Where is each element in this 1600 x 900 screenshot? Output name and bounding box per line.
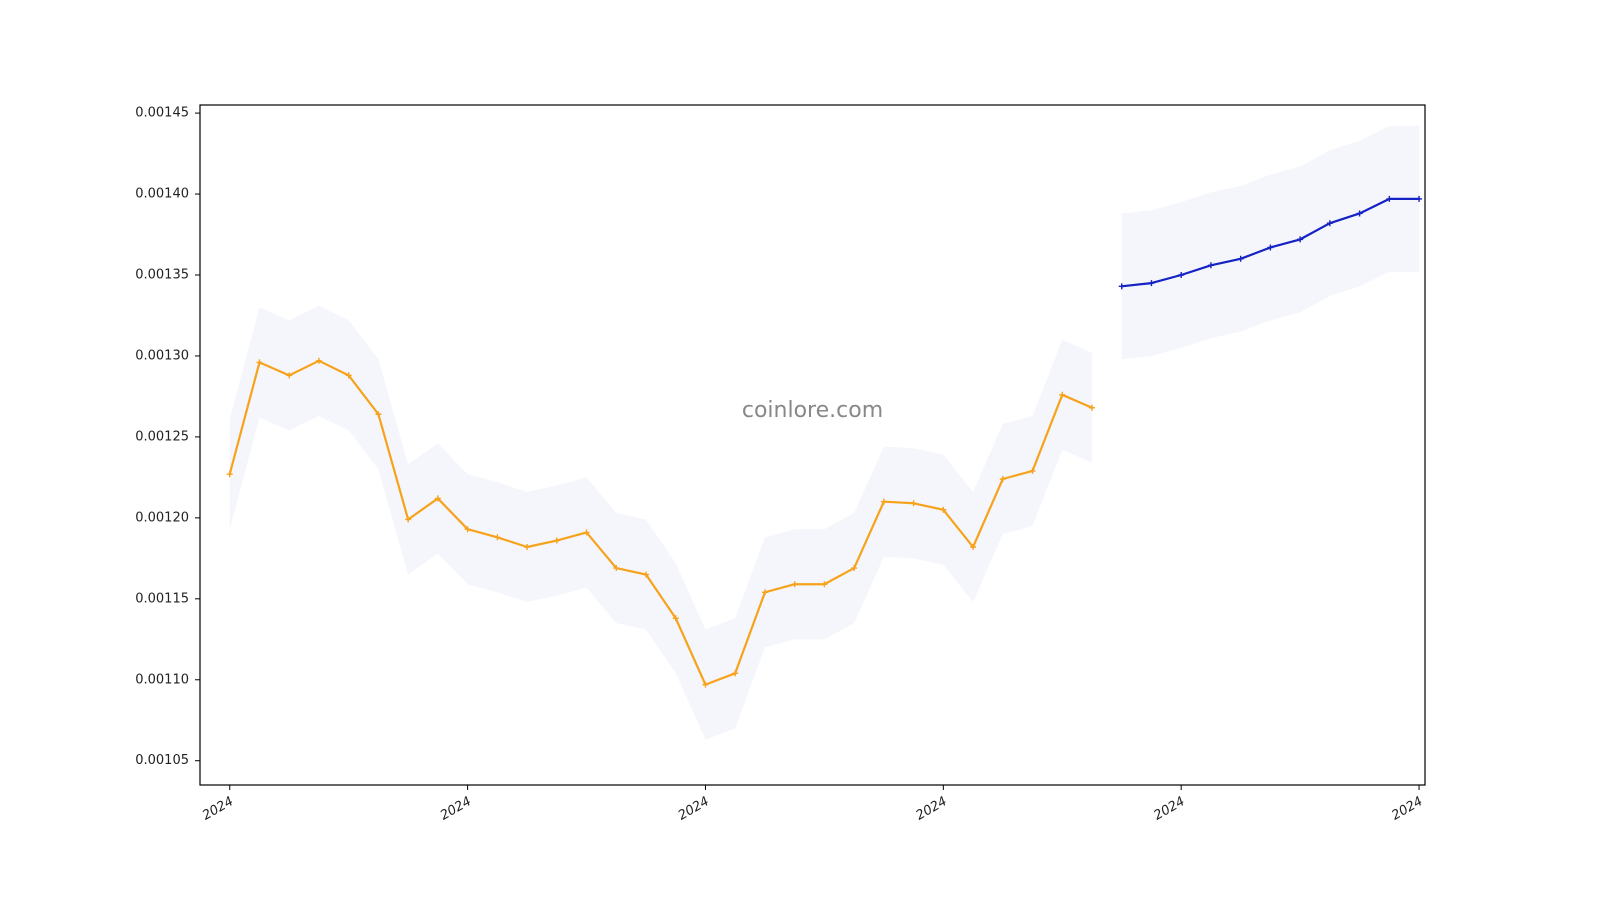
confidence-band xyxy=(1122,126,1419,359)
y-tick-label: 0.00140 xyxy=(135,187,189,202)
confidence-band xyxy=(230,306,1092,740)
x-tick-label: 2024 xyxy=(1389,794,1425,824)
y-tick-label: 0.00125 xyxy=(135,429,189,444)
x-tick-label: 2024 xyxy=(676,794,712,824)
x-tick-label: 2024 xyxy=(200,794,236,824)
price-forecast-chart: coinlore.com 0.00105 0.00110 0.00115 0.00120… xyxy=(0,0,1600,900)
y-tick-label: 0.00145 xyxy=(135,106,189,121)
chart-svg: coinlore.com 0.00105 0.00110 0.00115 0.00120… xyxy=(0,0,1600,900)
y-tick-label: 0.00130 xyxy=(135,348,189,363)
y-tick-label: 0.00120 xyxy=(135,510,189,525)
y-tick-label: 0.00135 xyxy=(135,268,189,283)
x-tick-label: 2024 xyxy=(1151,794,1187,824)
x-tick-label: 2024 xyxy=(914,794,950,824)
y-tick-label: 0.00105 xyxy=(135,753,189,768)
watermark-text: coinlore.com xyxy=(742,398,883,423)
x-tick-label: 2024 xyxy=(438,794,474,824)
y-tick-label: 0.00115 xyxy=(135,591,189,606)
y-tick-label: 0.00110 xyxy=(135,672,189,687)
